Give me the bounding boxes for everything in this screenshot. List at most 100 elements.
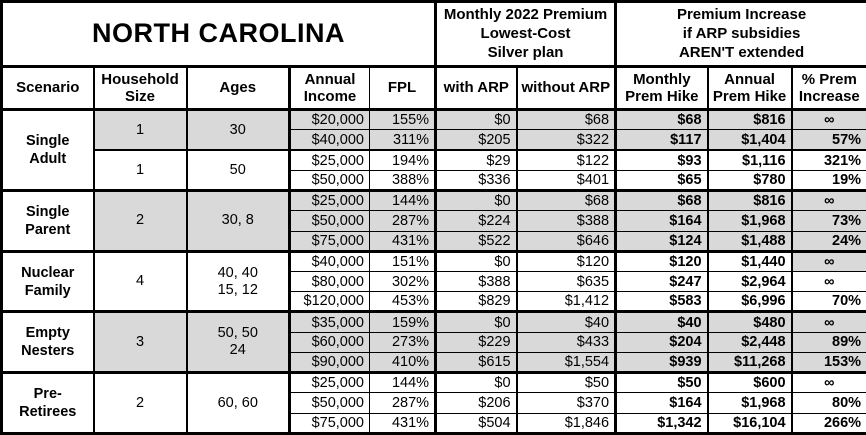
monthly-hike-cell: $583 xyxy=(614,291,708,312)
income-cell: $35,000 xyxy=(288,310,370,333)
fpl-cell: 273% xyxy=(368,331,436,353)
table-row: $75,000 431% $504 $1,846 $1,342 $16,104 … xyxy=(2,412,866,434)
table-row: $50,000 287% $206 $370 $164 $1,968 80% xyxy=(2,392,866,414)
monthly-hike-cell: $247 xyxy=(614,270,708,292)
without-arp-cell: $1,554 xyxy=(515,351,616,373)
monthly-hike-cell: $65 xyxy=(614,169,708,191)
pct-increase-cell: 89% xyxy=(790,331,866,353)
with-arp-cell: $0 xyxy=(434,249,517,272)
without-arp-cell: $646 xyxy=(515,230,616,252)
pct-increase-cell: ∞ xyxy=(790,189,866,211)
income-cell: $50,000 xyxy=(288,210,370,232)
pct-increase-cell: 73% xyxy=(790,210,866,232)
col-header-fpl: FPL xyxy=(368,64,436,110)
with-arp-cell: $0 xyxy=(434,108,517,130)
table-row: Single Parent 2 30, 8 $25,000 144% $0 $6… xyxy=(1,189,866,252)
monthly-hike-cell: $204 xyxy=(614,331,708,353)
income-cell: $50,000 xyxy=(288,169,370,191)
scenario-cell: Empty Nesters xyxy=(1,310,94,373)
pct-increase-cell: ∞ xyxy=(790,108,866,130)
fpl-cell: 144% xyxy=(368,189,436,211)
table-row: $50,000 388% $336 $401 $65 $780 19% xyxy=(2,169,866,191)
income-cell: $25,000 xyxy=(288,371,370,393)
fpl-cell: 431% xyxy=(368,230,436,252)
table-row: $90,000 410% $615 $1,554 $939 $11,268 15… xyxy=(2,351,866,373)
annual-hike-cell: $816 xyxy=(706,189,792,211)
with-arp-cell: $336 xyxy=(434,169,517,191)
annual-hike-cell: $11,268 xyxy=(706,351,792,373)
annual-hike-cell: $16,104 xyxy=(706,412,792,434)
annual-hike-cell: $2,964 xyxy=(706,270,792,292)
pct-increase-cell: 321% xyxy=(790,149,866,171)
without-arp-cell: $122 xyxy=(515,149,616,171)
column-header-row: Scenario Household Size Ages Annual Inco… xyxy=(1,64,866,110)
income-cell: $90,000 xyxy=(288,351,370,373)
ages-cell: 60, 60 xyxy=(185,371,290,434)
annual-hike-cell: $480 xyxy=(706,310,792,333)
income-cell: $80,000 xyxy=(288,270,370,292)
household-size-cell: 1 xyxy=(92,108,187,151)
col-header-pct-increase: % Prem Increase xyxy=(790,64,866,110)
monthly-hike-cell: $68 xyxy=(614,108,708,130)
household-size-cell: 3 xyxy=(92,310,187,373)
table-row: $80,000 302% $388 $635 $247 $2,964 ∞ xyxy=(2,270,866,292)
table-row: 1 50 $25,000 194% $29 $122 $93 $1,116 32… xyxy=(2,149,866,191)
without-arp-cell: $1,846 xyxy=(515,412,616,434)
without-arp-cell: $120 xyxy=(515,249,616,272)
with-arp-cell: $0 xyxy=(434,189,517,211)
pct-increase-cell: 153% xyxy=(790,351,866,373)
fpl-cell: 144% xyxy=(368,371,436,393)
with-arp-cell: $504 xyxy=(434,412,517,434)
col-header-scenario: Scenario xyxy=(1,64,94,110)
fpl-cell: 287% xyxy=(368,392,436,414)
annual-hike-cell: $1,488 xyxy=(706,230,792,252)
increase-block-header: Premium Increase if ARP subsidies AREN'T… xyxy=(614,1,866,67)
with-arp-cell: $0 xyxy=(434,371,517,393)
ages-cell: 50 xyxy=(185,149,290,191)
with-arp-cell: $388 xyxy=(434,270,517,292)
monthly-hike-cell: $939 xyxy=(614,351,708,373)
ages-cell: 50, 50 24 xyxy=(185,310,290,373)
without-arp-cell: $68 xyxy=(515,189,616,211)
with-arp-cell: $206 xyxy=(434,392,517,414)
income-cell: $60,000 xyxy=(288,331,370,353)
table-row: Single Adult 1 30 $20,000 155% $0 $68 $6… xyxy=(1,108,866,191)
col-header-annual-hike: Annual Prem Hike xyxy=(706,64,792,110)
premium-block-line: Lowest-Cost xyxy=(480,25,571,43)
annual-hike-cell: $2,448 xyxy=(706,331,792,353)
col-header-without-arp: without ARP xyxy=(515,64,616,110)
fpl-cell: 155% xyxy=(368,108,436,130)
without-arp-cell: $370 xyxy=(515,392,616,414)
fpl-cell: 311% xyxy=(368,129,436,151)
income-cell: $40,000 xyxy=(288,129,370,151)
col-header-annual-income: Annual Income xyxy=(288,64,370,110)
fpl-cell: 302% xyxy=(368,270,436,292)
income-cell: $20,000 xyxy=(288,108,370,130)
without-arp-cell: $50 xyxy=(515,371,616,393)
fpl-cell: 194% xyxy=(368,149,436,171)
annual-hike-cell: $1,440 xyxy=(706,249,792,272)
title-row: NORTH CAROLINA Monthly 2022 Premium Lowe… xyxy=(0,1,866,67)
annual-hike-cell: $600 xyxy=(706,371,792,393)
premium-block-line: Silver plan xyxy=(487,44,564,62)
income-cell: $25,000 xyxy=(288,149,370,171)
with-arp-cell: $224 xyxy=(434,210,517,232)
increase-block-line: Premium Increase xyxy=(676,6,807,24)
fpl-cell: 287% xyxy=(368,210,436,232)
fpl-cell: 159% xyxy=(368,310,436,333)
annual-hike-cell: $780 xyxy=(706,169,792,191)
table-row: $50,000 287% $224 $388 $164 $1,968 73% xyxy=(2,210,866,232)
monthly-hike-cell: $50 xyxy=(614,371,708,393)
table-row: Nuclear Family 4 40, 40 15, 12 $40,000 1… xyxy=(1,249,866,312)
with-arp-cell: $0 xyxy=(434,310,517,333)
scenario-cell: Nuclear Family xyxy=(1,249,94,312)
scenario-cell: Single Adult xyxy=(1,108,94,191)
household-size-cell: 2 xyxy=(92,371,187,434)
income-cell: $120,000 xyxy=(288,291,370,312)
fpl-cell: 410% xyxy=(368,351,436,373)
pct-increase-cell: 70% xyxy=(790,291,866,312)
increase-block-line: AREN'T extended xyxy=(678,44,805,62)
household-size-cell: 1 xyxy=(92,149,187,191)
household-size-cell: 2 xyxy=(92,189,187,252)
without-arp-cell: $635 xyxy=(515,270,616,292)
